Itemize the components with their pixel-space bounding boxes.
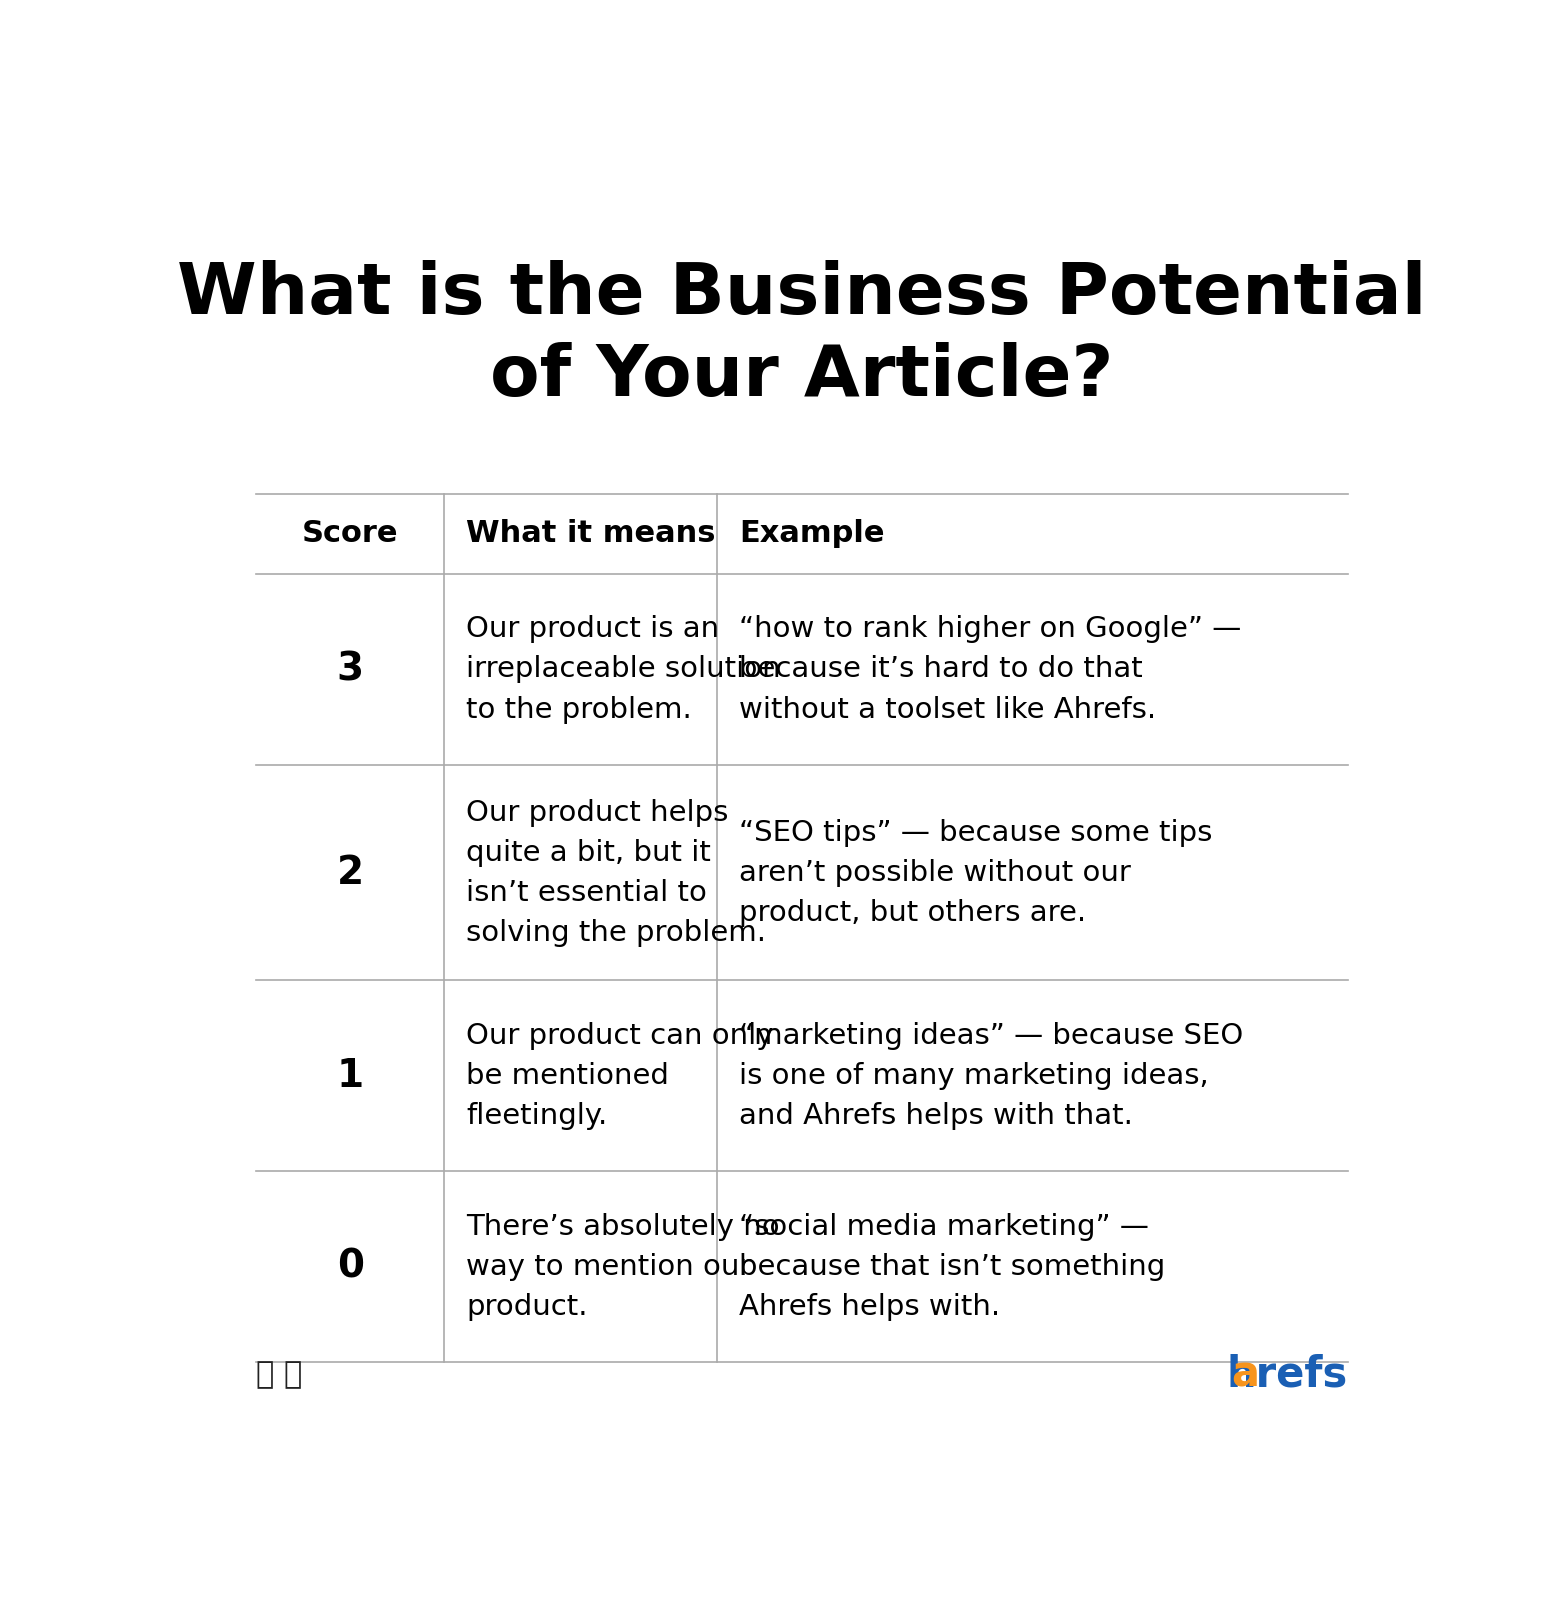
Text: 0: 0 bbox=[336, 1248, 363, 1286]
Text: Our product is an
irreplaceable solution
to the problem.: Our product is an irreplaceable solution… bbox=[466, 616, 781, 723]
Text: hrefs: hrefs bbox=[1227, 1354, 1347, 1395]
Text: What it means: What it means bbox=[466, 520, 715, 549]
Text: 1: 1 bbox=[336, 1058, 363, 1094]
Text: a: a bbox=[1232, 1354, 1260, 1395]
Text: “SEO tips” — because some tips
aren’t possible without our
product, but others a: “SEO tips” — because some tips aren’t po… bbox=[739, 819, 1213, 926]
Text: “how to rank higher on Google” —
because it’s hard to do that
without a toolset : “how to rank higher on Google” — because… bbox=[739, 616, 1241, 723]
Text: Example: Example bbox=[739, 520, 884, 549]
Text: There’s absolutely no
way to mention our
product.: There’s absolutely no way to mention our… bbox=[466, 1213, 779, 1322]
Text: Our product can only
be mentioned
fleetingly.: Our product can only be mentioned fleeti… bbox=[466, 1022, 773, 1130]
Text: “social media marketing” —
because that isn’t something
Ahrefs helps with.: “social media marketing” — because that … bbox=[739, 1213, 1166, 1322]
Text: 2: 2 bbox=[336, 854, 363, 891]
Text: “marketing ideas” — because SEO
is one of many marketing ideas,
and Ahrefs helps: “marketing ideas” — because SEO is one o… bbox=[739, 1022, 1243, 1130]
Text: Score: Score bbox=[302, 520, 399, 549]
Text: What is the Business Potential
of Your Article?: What is the Business Potential of Your A… bbox=[177, 259, 1427, 411]
Text: 3: 3 bbox=[336, 651, 363, 688]
Text: Our product helps
quite a bit, but it
isn’t essential to
solving the problem.: Our product helps quite a bit, but it is… bbox=[466, 798, 767, 947]
Text: ⓢ ⓘ: ⓢ ⓘ bbox=[257, 1360, 302, 1389]
